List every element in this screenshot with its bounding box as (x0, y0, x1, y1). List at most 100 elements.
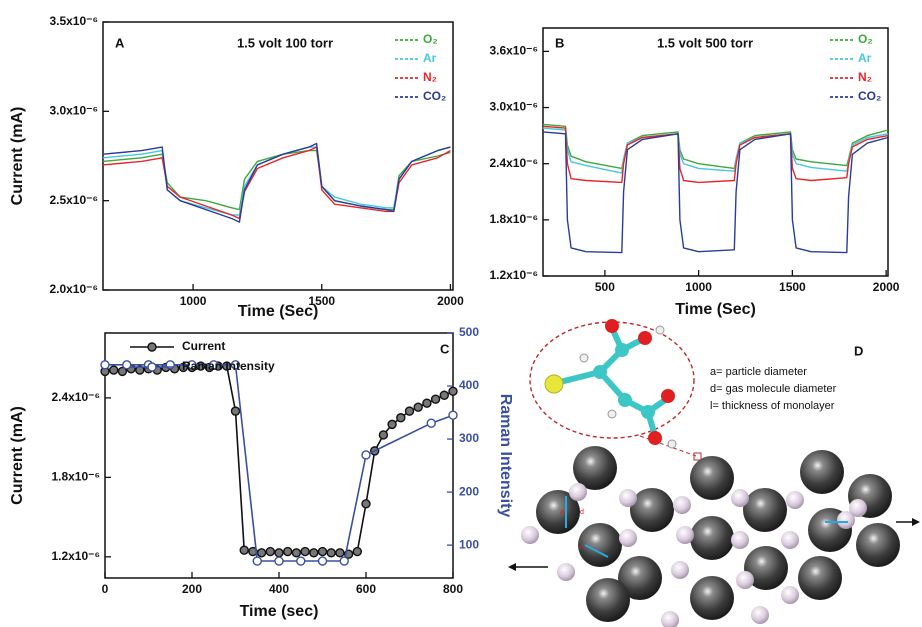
sulfur-atom (545, 375, 563, 393)
gas-molecule (569, 483, 587, 501)
x-tick-label: 800 (443, 582, 463, 596)
particle (856, 523, 900, 567)
hydrogen-atom (656, 326, 664, 334)
y-axis-title: Current (mA) (9, 406, 26, 505)
gas-molecule (676, 526, 694, 544)
data-point (432, 395, 440, 403)
oxygen-atom (605, 319, 619, 333)
x-tick-label: 1000 (685, 280, 712, 294)
data-point (258, 549, 266, 557)
particle (690, 576, 734, 620)
oxygen-atom (648, 431, 662, 445)
y-tick-label: 1.8x10⁻⁶ (489, 212, 538, 226)
carbon-atom (615, 343, 629, 357)
diagram: a d l D a= particle diameter d= gas mole… (508, 319, 920, 627)
carbon-atom (641, 405, 655, 419)
x-tick-label: 2000 (437, 294, 464, 308)
y-tick-label: 2.4x10⁻⁶ (489, 156, 538, 170)
legend-text: a= particle diameter (710, 366, 807, 378)
data-point (449, 411, 457, 419)
data-point (240, 546, 248, 554)
x-tick-label: 500 (595, 280, 615, 294)
data-point (101, 361, 109, 369)
panel-label: C (440, 341, 450, 356)
panel-label: A (115, 35, 125, 50)
particle (690, 456, 734, 500)
mark-d: d (580, 509, 584, 516)
data-point (284, 548, 292, 556)
annotation: 1.5 volt 100 torr (237, 35, 333, 50)
data-point (440, 391, 448, 399)
series-line (543, 124, 888, 168)
zoom-box (694, 453, 701, 460)
oxygen-atom (638, 331, 652, 345)
gas-molecule (671, 561, 689, 579)
data-point (110, 366, 118, 374)
mark-a: a (560, 509, 564, 516)
hydrogen-atom (580, 354, 588, 362)
data-point (301, 548, 309, 556)
y-tick-label: 1.8x10⁻⁶ (51, 470, 100, 484)
y-tick-label: 3.0x10⁻⁶ (49, 104, 98, 118)
y-tick-label: 3.0x10⁻⁶ (489, 100, 538, 114)
y-axis-title: Current (mA) (9, 107, 26, 206)
data-point (292, 549, 300, 557)
legend-label: O₂ (423, 32, 438, 46)
y-tick-label: 3.6x10⁻⁶ (489, 44, 538, 58)
data-point (319, 557, 327, 565)
particle (630, 488, 674, 532)
x-tick-label: 200 (182, 582, 202, 596)
x-tick-label: 600 (356, 582, 376, 596)
legend-marker (148, 343, 156, 351)
carbon-atom (618, 393, 632, 407)
legend-label: CO₂ (858, 89, 881, 103)
particle (800, 450, 844, 494)
y2-tick-label: 100 (459, 537, 479, 551)
gas-molecule (619, 529, 637, 547)
panel-label: D (854, 343, 863, 358)
panel-label: B (555, 35, 564, 50)
series-line (105, 366, 453, 554)
data-point (397, 414, 405, 422)
data-point (336, 549, 344, 557)
y2-axis-title: Raman Intensity (497, 394, 514, 518)
data-point (275, 557, 283, 565)
legend-text: d= gas molecule diameter (710, 383, 837, 395)
y-tick-label: 1.2x10⁻⁶ (51, 549, 100, 563)
data-point (310, 549, 318, 557)
y2-tick-label: 200 (459, 484, 479, 498)
legend-label: CO₂ (423, 89, 446, 103)
legend-marker (148, 363, 156, 371)
data-point (362, 451, 370, 459)
data-point (362, 500, 370, 508)
x-axis-title: Time (Sec) (238, 303, 319, 320)
particle (743, 488, 787, 532)
data-point (423, 399, 431, 407)
arrow-head (912, 518, 920, 526)
x-tick-label: 1500 (779, 280, 806, 294)
y-tick-label: 3.5x10⁻⁶ (49, 14, 98, 28)
x-axis-title: Time (sec) (240, 603, 319, 620)
data-point (388, 420, 396, 428)
arrow-head (508, 563, 516, 571)
particle (690, 516, 734, 560)
plot-frame (543, 28, 888, 276)
gas-molecule (673, 496, 691, 514)
particle (586, 578, 630, 622)
gas-molecule (731, 531, 749, 549)
series-line (105, 365, 453, 561)
x-axis-title: Time (Sec) (675, 301, 756, 318)
legend-label: N₂ (423, 70, 437, 84)
data-point (449, 387, 457, 395)
figure: a d l D a= particle diameter d= gas mole… (0, 0, 922, 627)
legend-text: l= thickness of monolayer (710, 400, 835, 412)
molecule (560, 328, 668, 436)
legend-label: Current (182, 339, 225, 353)
gas-molecule (849, 499, 867, 517)
gas-molecule (619, 489, 637, 507)
carbon-atom (593, 365, 607, 379)
data-point (406, 407, 414, 415)
data-point (319, 548, 327, 556)
gas-molecule (521, 526, 539, 544)
y-tick-label: 2.5x10⁻⁶ (49, 193, 98, 207)
